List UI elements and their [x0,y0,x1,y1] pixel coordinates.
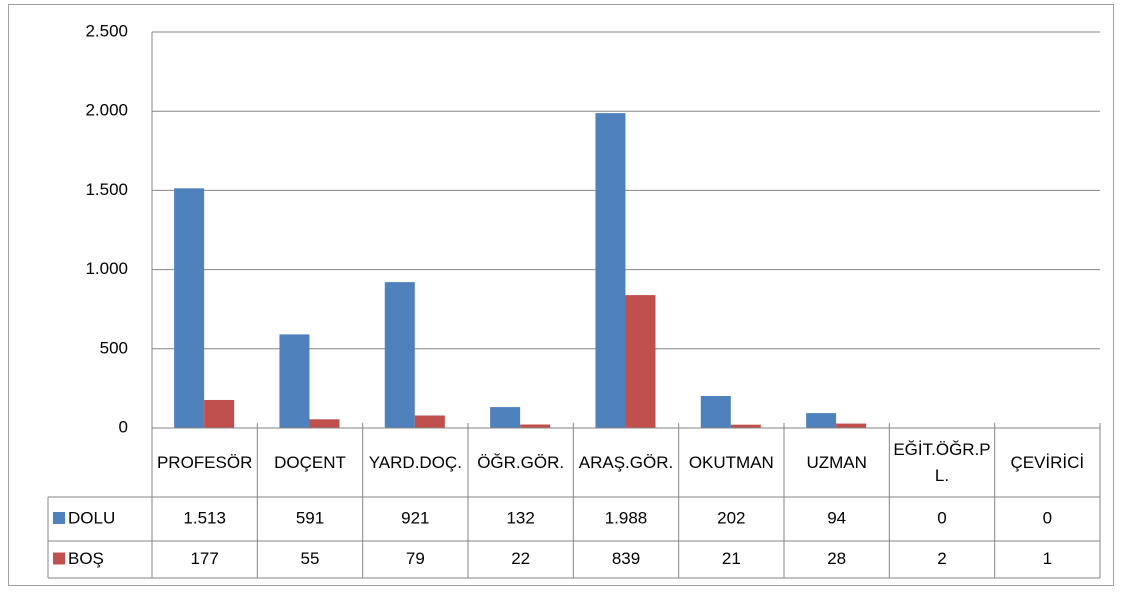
x-tick-label: UZMAN [806,452,867,472]
bar [414,415,445,428]
bar [700,396,731,428]
bar [520,424,551,428]
table-value: 1 [1043,549,1052,568]
table-value: 21 [722,549,741,568]
table-value: 0 [1043,508,1052,527]
table-value: 839 [612,549,640,568]
x-tick-label-box: ÖĞR.GÖR. [477,452,565,472]
y-tick-label: 2.000 [85,101,128,120]
x-tick-label-box: OKUTMAN [688,452,774,472]
x-tick-label: ARAŞ.GÖR. [578,452,674,472]
table-value: 55 [301,549,320,568]
table-value: 177 [190,549,218,568]
table-value: 202 [717,508,745,527]
x-tick-label-box: YARD.DOÇ. [368,452,462,472]
y-tick-label: 1.000 [85,259,128,278]
table-value: 79 [406,549,425,568]
table-value: 1.513 [183,508,226,527]
legend-key [53,512,65,524]
x-tick-label-box: UZMAN [806,452,867,472]
bar [625,295,656,428]
x-tick-label: DOÇENT [274,452,346,472]
bar [806,413,837,428]
x-tick-label-box: EĞİT.ÖĞR.PL. [893,439,991,485]
table-value: 2 [937,549,946,568]
table-value: 28 [827,549,846,568]
bar [490,407,521,428]
x-tick-label-box: ARAŞ.GÖR. [578,452,674,472]
y-tick-label: 0 [119,417,128,436]
x-tick-label-box: PROFESÖR [156,452,253,472]
bar [595,113,626,428]
y-tick-label: 500 [100,338,128,357]
bar [384,282,415,428]
bar [174,188,205,428]
x-tick-label: YARD.DOÇ. [368,452,462,472]
table-value: 0 [937,508,946,527]
x-tick-label: OKUTMAN [688,452,774,472]
x-tick-label: PROFESÖR [156,452,253,472]
bar [204,399,235,428]
table-value: 591 [296,508,324,527]
table-value: 94 [827,508,846,527]
table-value: 921 [401,508,429,527]
x-tick-label: ÇEVİRİCİ [1010,452,1085,472]
legend-key [53,552,65,565]
table-value: 22 [511,549,530,568]
x-tick-label: ÖĞR.GÖR. [477,452,565,472]
x-tick-label-box: ÇEVİRİCİ [1010,452,1085,472]
table-value: 132 [506,508,534,527]
x-tick-label: EĞİT.ÖĞR.PL. [893,439,991,485]
bar [309,419,340,428]
x-tick-label-box: DOÇENT [274,452,346,472]
bar [279,334,310,428]
legend-label: BOŞ [68,549,104,568]
bar [836,423,867,428]
y-tick-label: 2.500 [85,21,128,40]
bar [730,424,761,428]
table-value: 1.988 [605,508,648,527]
y-tick-label: 1.500 [85,180,128,199]
legend-label: DOLU [68,508,115,527]
